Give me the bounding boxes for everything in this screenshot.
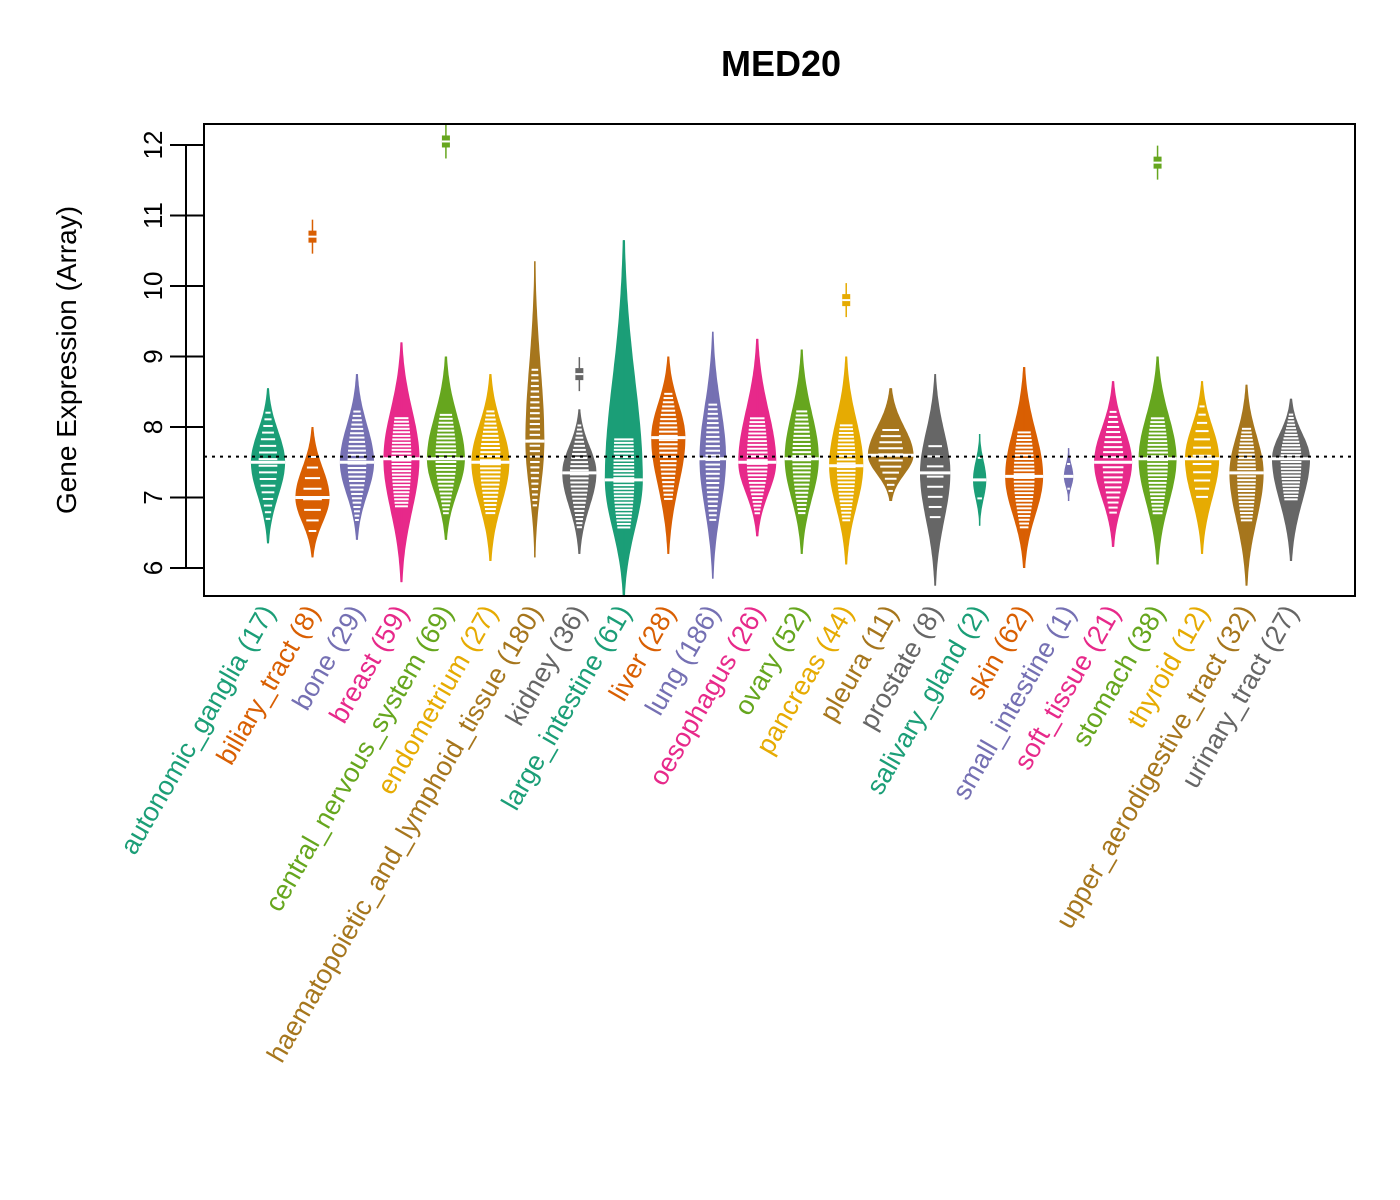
violin-stomach xyxy=(1138,145,1177,565)
violin-autonomic-ganglia xyxy=(250,388,286,544)
violin-urinary-tract xyxy=(1272,398,1310,561)
violin-soft-tissue xyxy=(1094,381,1133,547)
violin-breast xyxy=(383,342,420,583)
y-tick-label: 12 xyxy=(138,131,168,160)
violin-pleura xyxy=(867,388,914,502)
y-tick-label: 6 xyxy=(138,561,168,575)
y-axis: 6 7 8 9 10 11 12 xyxy=(138,131,204,575)
y-tick-label: 11 xyxy=(138,202,168,229)
violin-oesophagus xyxy=(738,338,777,537)
y-tick-label: 7 xyxy=(138,490,168,504)
plot-frame xyxy=(203,123,1356,597)
violin-liver xyxy=(651,356,686,554)
violin-ovary xyxy=(784,349,819,554)
violin-thyroid xyxy=(1184,381,1220,554)
violin-haematopoietic-and-lymphoid-tissue xyxy=(525,261,545,558)
y-axis-label: Gene Expression (Array) xyxy=(51,206,82,514)
violin-large-intestine xyxy=(604,240,643,597)
violin-pancreas xyxy=(829,283,864,565)
chart-title: MED20 xyxy=(721,43,841,84)
violin-layer xyxy=(250,124,1310,597)
x-axis-labels: autonomic_ganglia (17)biliary_tract (8)b… xyxy=(114,600,1304,1067)
violin-central-nervous-system xyxy=(426,124,465,540)
y-tick-label: 8 xyxy=(138,420,168,434)
violin-kidney xyxy=(562,357,597,554)
violin-upper-aerodigestive-tract xyxy=(1229,384,1264,586)
y-tick-label: 9 xyxy=(138,349,168,363)
violin-prostate xyxy=(919,374,951,586)
violin-salivary-gland xyxy=(973,434,987,526)
violin-biliary-tract xyxy=(295,219,330,558)
violin-lung xyxy=(699,331,727,579)
y-tick-label: 10 xyxy=(138,272,168,301)
violin-endometrium xyxy=(471,374,510,561)
violin-skin xyxy=(1005,367,1044,568)
